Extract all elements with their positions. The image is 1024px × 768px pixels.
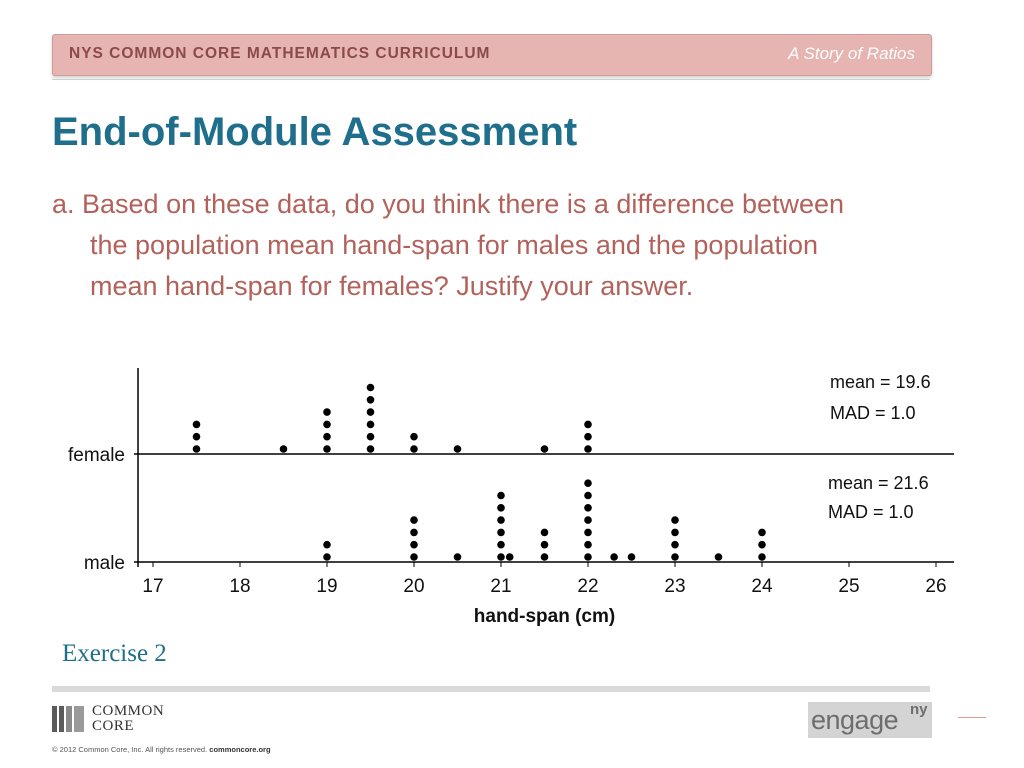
dot-male (584, 491, 592, 500)
x-tick-label: 17 (142, 576, 163, 597)
dot-female (453, 445, 462, 453)
slide-title: End-of-Module Assessment (52, 110, 578, 154)
series-label-male: male (84, 553, 125, 574)
dot-female (192, 445, 201, 453)
dot-male (540, 528, 549, 537)
x-tick-label: 24 (751, 576, 773, 597)
dot-male (540, 553, 549, 561)
dot-female (366, 408, 375, 416)
dot-male (323, 553, 331, 561)
dot-male (497, 528, 505, 537)
engage-wordmark: engage (811, 705, 899, 735)
dot-female (366, 420, 375, 429)
male-mad-annotation: MAD = 1.0 (828, 502, 914, 522)
dot-male (497, 553, 505, 561)
x-axis-label: hand-span (cm) (474, 606, 615, 627)
dot-female (279, 445, 288, 453)
dot-male (584, 553, 592, 561)
dot-male (714, 553, 723, 561)
dot-female (410, 445, 418, 453)
dot-female (584, 432, 592, 441)
curriculum-title: NYS COMMON CORE MATHEMATICS CURRICULUM (69, 45, 491, 62)
male-mean-annotation: mean = 21.6 (828, 473, 929, 493)
female-mean-annotation: mean = 19.6 (830, 372, 931, 392)
corner-accent-line (958, 717, 986, 718)
dot-male (410, 540, 418, 549)
dot-male (584, 540, 592, 549)
header-banner: NYS COMMON CORE MATHEMATICS CURRICULUM A… (52, 34, 932, 76)
cc-line-1: COMMON (92, 703, 165, 719)
x-tick-label: 25 (838, 576, 859, 597)
x-tick-label: 18 (229, 576, 250, 597)
x-tick-label: 21 (490, 576, 511, 597)
engageny-logo: engage ny (808, 701, 932, 738)
copyright-text: © 2012 Common Core, Inc. All rights rese… (52, 745, 208, 754)
dot-male (323, 540, 331, 549)
dot-female (584, 445, 592, 453)
dot-male (540, 540, 549, 549)
dot-female (584, 420, 592, 429)
dot-male (497, 540, 505, 549)
copyright-notice: © 2012 Common Core, Inc. All rights rese… (52, 745, 271, 754)
question-text: a. Based on these data, do you think the… (52, 184, 982, 307)
question-line-1: a. Based on these data, do you think the… (52, 189, 845, 219)
dot-male (453, 553, 462, 561)
x-tick-label: 23 (664, 576, 685, 597)
dot-female (366, 432, 375, 441)
dot-male (758, 528, 766, 537)
exercise-label: Exercise 2 (62, 640, 167, 667)
series-label-female: female (68, 445, 125, 466)
x-tick-label: 19 (316, 576, 337, 597)
copyright-site: commoncore.org (209, 745, 271, 754)
common-core-bars-icon (52, 706, 86, 732)
engage-ny-superscript: ny (910, 701, 928, 718)
dot-female (192, 420, 201, 429)
dot-male (584, 516, 592, 524)
dot-male (584, 479, 592, 487)
dot-female (410, 432, 418, 441)
dot-male (758, 540, 766, 549)
dot-female (366, 396, 375, 404)
common-core-wordmark: COMMON CORE (92, 704, 164, 734)
female-mad-annotation: MAD = 1.0 (830, 403, 916, 423)
dot-male (584, 504, 592, 512)
story-title: A Story of Ratios (788, 44, 915, 63)
dot-female (192, 432, 201, 441)
dot-female (366, 383, 375, 392)
dot-male (584, 528, 592, 537)
dot-female (323, 445, 331, 453)
dot-female (323, 420, 331, 429)
x-tick-label: 22 (577, 576, 598, 597)
dot-plot: 17 18 19 20 21 22 23 24 25 26 hand-span (cm) female… (68, 368, 954, 627)
dot-male (497, 516, 505, 524)
dot-male (410, 516, 418, 524)
dot-male (671, 540, 679, 549)
dot-male (497, 504, 505, 512)
dot-male (671, 553, 679, 561)
dot-female (323, 432, 331, 441)
dot-male (410, 553, 418, 561)
dot-male (505, 553, 514, 561)
x-tick-label: 20 (403, 576, 424, 597)
header-divider (52, 79, 930, 80)
dot-female (366, 445, 375, 453)
dot-male (410, 528, 418, 537)
common-core-logo: COMMON CORE (52, 704, 202, 736)
dot-male (497, 491, 505, 500)
dot-female (323, 408, 331, 416)
question-line-2: the population mean hand-span for males … (90, 230, 819, 260)
cc-line-2: CORE (92, 718, 135, 734)
dot-male (671, 528, 679, 537)
footer-divider (52, 686, 930, 692)
dot-male (610, 553, 618, 561)
dot-male (627, 553, 636, 561)
dot-female (540, 445, 549, 453)
dot-male (671, 516, 679, 524)
question-line-3: mean hand-span for females? Justify your… (90, 271, 694, 301)
dot-male (758, 553, 766, 561)
x-tick-label: 26 (925, 576, 946, 597)
